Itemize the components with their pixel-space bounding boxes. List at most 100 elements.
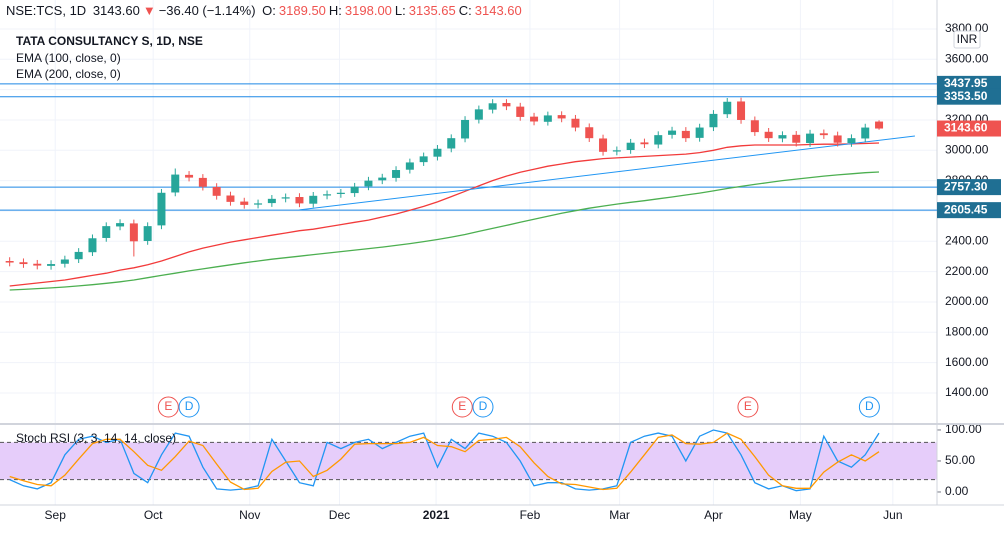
close-label: C: xyxy=(458,3,472,18)
candle-body xyxy=(861,127,870,139)
open: 3189.50 xyxy=(278,3,326,18)
y-tick-label: 3600.00 xyxy=(945,51,989,65)
candle-body xyxy=(433,148,442,157)
candle-body xyxy=(792,134,801,143)
low-label: L: xyxy=(394,3,406,18)
y-tick-label: 100.00 xyxy=(945,422,982,436)
candle-body xyxy=(157,192,166,226)
x-tick-label: Mar xyxy=(609,508,630,522)
ema-line xyxy=(9,171,880,291)
candle-body xyxy=(640,142,649,145)
candle-body xyxy=(323,194,332,196)
x-tick-label: Sep xyxy=(45,508,67,522)
candle-body xyxy=(557,115,566,119)
candle-body xyxy=(488,103,497,110)
stoch-title: Stoch RSI (3, 3, 14, 14, close) xyxy=(16,431,176,445)
event-marker xyxy=(157,396,179,418)
event-marker xyxy=(451,396,473,418)
level-tag xyxy=(937,202,1001,219)
candle-body xyxy=(226,195,235,202)
candle-body xyxy=(723,101,732,115)
candle-body xyxy=(88,238,97,253)
level-label: 3437.95 xyxy=(944,76,988,90)
candle-body xyxy=(571,118,580,128)
candle-body xyxy=(350,186,359,194)
candle-body xyxy=(254,203,263,205)
candle-body xyxy=(74,251,83,260)
candle-body xyxy=(5,261,14,263)
close: 3143.60 xyxy=(474,3,522,18)
candle-body xyxy=(695,127,704,138)
x-tick-label: Dec xyxy=(329,508,350,522)
candle-body xyxy=(502,102,511,107)
candle-body xyxy=(681,130,690,139)
chart-title: TATA CONSULTANCY S, 1D, NSE xyxy=(16,34,203,48)
y-tick-label: 2200.00 xyxy=(945,264,989,278)
x-tick-label: Nov xyxy=(239,508,260,522)
candle-body xyxy=(212,187,221,196)
candle-body xyxy=(612,150,621,152)
event-label: D xyxy=(185,399,194,413)
x-tick-label: Apr xyxy=(704,508,723,522)
candle-body xyxy=(516,106,525,117)
candle-body xyxy=(461,119,470,139)
trendline xyxy=(299,135,915,211)
candle-body xyxy=(750,120,759,133)
level-tag xyxy=(937,75,1001,92)
candle-body xyxy=(833,135,842,143)
candle-body xyxy=(143,226,152,241)
legend-entry: EMA (100, close, 0) xyxy=(16,51,121,65)
y-tick-label: 50.00 xyxy=(945,453,975,467)
candle-body xyxy=(60,259,69,264)
y-tick-label: 2400.00 xyxy=(945,233,989,247)
candle-body xyxy=(309,195,318,204)
y-tick-label: 1400.00 xyxy=(945,385,989,399)
event-label: D xyxy=(865,399,874,413)
event-label: E xyxy=(458,399,466,413)
ema-line xyxy=(9,142,880,287)
candle-body xyxy=(806,133,815,144)
level-label: 2757.30 xyxy=(944,179,988,193)
price-tag-label: 3143.60 xyxy=(944,121,988,135)
candle-body xyxy=(129,223,138,242)
candle-body xyxy=(530,116,539,122)
level-label: 2605.45 xyxy=(944,202,988,216)
x-tick-label: Feb xyxy=(520,508,541,522)
y-tick-label: 1600.00 xyxy=(945,355,989,369)
candle-body xyxy=(626,142,635,150)
currency-label: INR xyxy=(957,32,978,46)
candle-body xyxy=(654,135,663,145)
level-tag xyxy=(937,88,1001,105)
x-tick-label: 2021 xyxy=(423,508,450,522)
candle-body xyxy=(336,192,345,194)
candle-body xyxy=(668,130,677,135)
candle-body xyxy=(185,174,194,178)
candle-body xyxy=(19,262,28,265)
candle-body xyxy=(709,113,718,128)
price-tag xyxy=(937,120,1001,137)
candle-body xyxy=(737,101,746,120)
y-tick-label: 1800.00 xyxy=(945,324,989,338)
currency-box xyxy=(953,30,981,49)
low: 3135.65 xyxy=(408,3,456,18)
candle-body xyxy=(585,127,594,139)
candle-body xyxy=(281,197,290,199)
candle-body xyxy=(447,138,456,149)
x-tick-label: May xyxy=(789,508,812,522)
candle-body xyxy=(102,226,111,238)
candle-body xyxy=(419,156,428,163)
candle-body xyxy=(819,133,828,136)
event-marker xyxy=(472,396,494,418)
candle-body xyxy=(198,177,207,187)
event-label: D xyxy=(479,399,488,413)
candle-body xyxy=(267,198,276,204)
event-marker xyxy=(858,396,880,418)
high: 3198.00 xyxy=(344,3,392,18)
stoch-line xyxy=(9,429,880,492)
y-tick-label: 3000.00 xyxy=(945,142,989,156)
legend-entry: EMA (200, close, 0) xyxy=(16,67,121,81)
y-tick-label: 2000.00 xyxy=(945,294,989,308)
change: −36.40 (−1.14%) xyxy=(158,3,256,18)
price: 3143.60 xyxy=(92,3,140,18)
